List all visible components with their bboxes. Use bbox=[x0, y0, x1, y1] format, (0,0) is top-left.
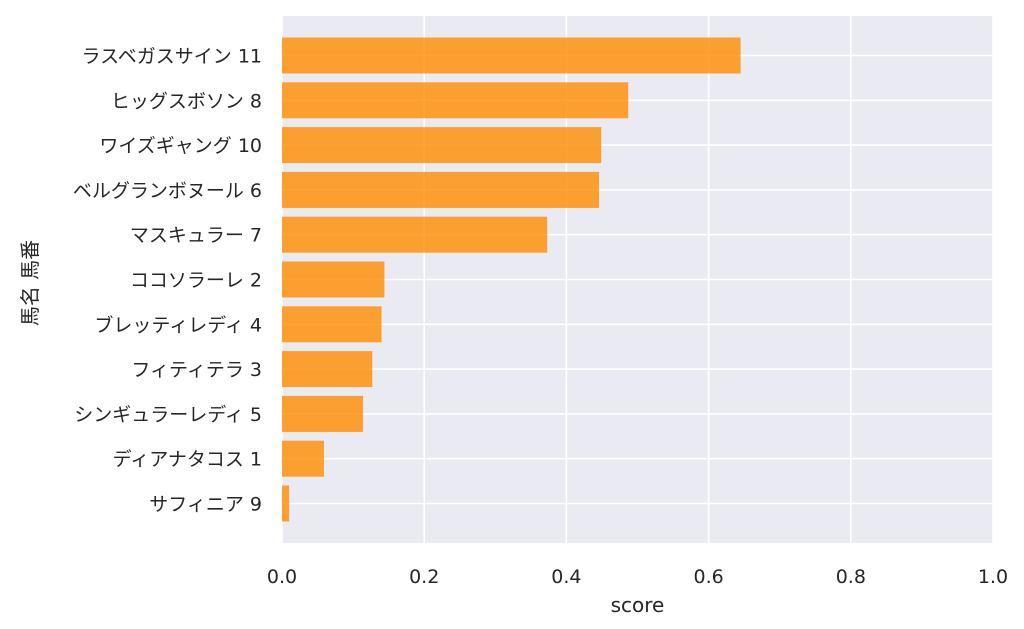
y-tick-label: ヒッグスボソン 8 bbox=[111, 90, 262, 112]
bar bbox=[282, 395, 364, 432]
y-tick-label: ディアナタコス 1 bbox=[113, 449, 262, 471]
x-tick-label: 1.0 bbox=[978, 566, 1008, 588]
bar bbox=[282, 171, 600, 208]
bar bbox=[282, 82, 629, 119]
y-tick-label: ラスベガスサイン 11 bbox=[81, 46, 262, 68]
y-tick-label: サフィニア 9 bbox=[149, 494, 262, 516]
bar bbox=[282, 485, 290, 522]
bar bbox=[282, 351, 373, 388]
y-tick-label: ベルグランボヌール 6 bbox=[73, 180, 262, 202]
x-tick-label: 0.8 bbox=[836, 566, 866, 588]
x-tick-label: 0.2 bbox=[409, 566, 439, 588]
y-tick-label: シンギュラーレディ 5 bbox=[74, 404, 262, 426]
y-axis-label: 馬名 馬番 bbox=[18, 240, 42, 326]
bars bbox=[282, 37, 741, 522]
bar bbox=[282, 261, 385, 298]
y-tick-label: フィティテラ 3 bbox=[131, 359, 262, 381]
y-tick-labels: ラスベガスサイン 11 ヒッグスボソン 8 ワイズギャング 10 ベルグランボヌール … bbox=[73, 46, 262, 516]
y-tick-label: マスキュラー 7 bbox=[130, 225, 262, 247]
y-tick-label: ワイズギャング 10 bbox=[99, 135, 262, 157]
x-tick-label: 0.6 bbox=[693, 566, 723, 588]
y-tick-label: ココソラーレ 2 bbox=[130, 270, 262, 292]
x-tick-label: 0.4 bbox=[551, 566, 581, 588]
bar bbox=[282, 216, 548, 253]
x-tick-labels: 0.0 0.2 0.4 0.6 0.8 1.0 bbox=[267, 566, 1008, 588]
bar bbox=[282, 306, 382, 343]
bar bbox=[282, 37, 741, 74]
y-tick-label: ブレッティレディ 4 bbox=[94, 313, 262, 336]
x-axis-label: score bbox=[611, 593, 665, 617]
bar bbox=[282, 440, 324, 477]
x-tick-label: 0.0 bbox=[267, 566, 297, 588]
bar bbox=[282, 127, 602, 164]
